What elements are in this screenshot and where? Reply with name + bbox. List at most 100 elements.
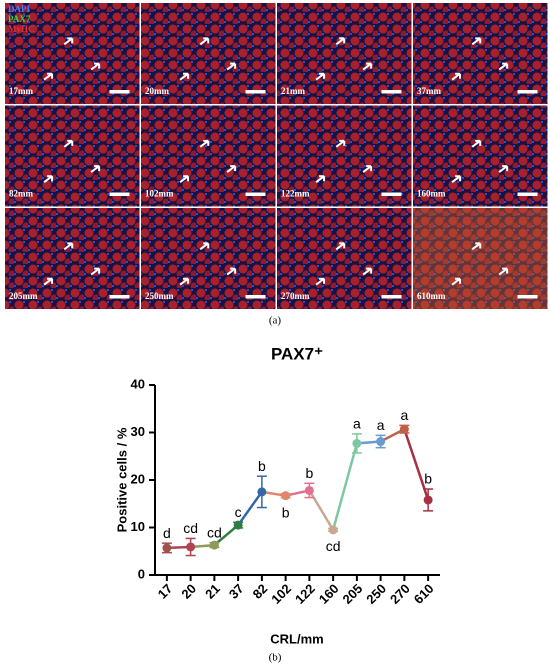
scale-bar [109, 192, 130, 196]
scale-bar [517, 295, 538, 299]
arrow [90, 267, 101, 276]
arrow [199, 242, 210, 251]
x-tick-label: 160 [316, 581, 342, 607]
significance-label: a [377, 417, 385, 433]
scale-bar [381, 295, 402, 299]
line-segment [237, 491, 263, 526]
line-segment [331, 443, 359, 531]
x-tick-label: 20 [178, 581, 199, 602]
arrow [335, 139, 346, 148]
panel-label: 160mm [417, 189, 446, 199]
legend-entry: MyHC [8, 24, 35, 34]
significance-label: b [282, 504, 290, 520]
legend-entry: DAPI [8, 4, 30, 14]
scale-bar [517, 90, 538, 94]
x-tick-label: 122 [292, 581, 318, 607]
arrow [179, 72, 190, 81]
micrograph [277, 3, 412, 104]
scale-bar [517, 192, 538, 196]
caption: (a) [269, 315, 282, 327]
scale-bar [245, 295, 266, 299]
point [328, 525, 338, 535]
arrow [63, 242, 74, 251]
significance-label: d [163, 525, 171, 541]
line-segment [403, 428, 430, 501]
y-tick-label: 10 [131, 519, 145, 534]
panel-label: 102mm [145, 189, 174, 199]
arrow [63, 37, 74, 46]
arrow [43, 72, 54, 81]
caption: (b) [269, 652, 282, 664]
y-axis-label: Positive cells / % [114, 427, 129, 532]
arrow [335, 37, 346, 46]
point [162, 543, 172, 553]
scale-bar [381, 90, 402, 94]
line-segment [308, 489, 335, 531]
arrow [362, 62, 373, 71]
panel-label: 610mm [417, 291, 446, 301]
significance-label: b [258, 458, 266, 474]
point [257, 487, 267, 497]
significance-label: c [235, 504, 242, 520]
point [399, 424, 409, 434]
arrow [362, 165, 373, 173]
significance-label: b [305, 465, 313, 481]
panel-label: 82mm [9, 189, 33, 199]
arrow [199, 139, 210, 148]
scale-bar [245, 90, 266, 94]
arrow [471, 139, 482, 148]
x-tick-label: 610 [411, 581, 437, 607]
arrow [315, 72, 326, 81]
point [186, 542, 196, 552]
micrograph [141, 208, 276, 309]
point [376, 437, 386, 447]
arrow [335, 242, 346, 251]
y-tick-label: 20 [131, 471, 145, 486]
image-grid: 17mm 20mm 21mm 37mm 82mm 102mm 122mm 160mm 205mm… [5, 3, 548, 309]
arrow [226, 62, 237, 71]
chart-title: PAX7⁺ [271, 344, 323, 363]
x-tick-label: 270 [387, 581, 413, 607]
x-axis-label: CRL/mm [270, 631, 323, 646]
arrow [471, 37, 482, 46]
micrograph-tint [413, 208, 548, 309]
x-tick-label: 21 [202, 581, 223, 602]
x-tick-label: 205 [339, 581, 365, 607]
arrow [315, 175, 326, 183]
micrograph [5, 105, 140, 207]
panel-label: 270mm [281, 291, 310, 301]
arrow [90, 165, 101, 173]
point [423, 495, 433, 505]
x-tick-label: 37 [226, 581, 247, 602]
x-tick-label: 250 [363, 581, 389, 607]
micrograph [5, 3, 140, 104]
panel-label: 20mm [145, 86, 169, 96]
panel-label: 21mm [281, 86, 305, 96]
legend-entry: PAX7 [8, 14, 31, 24]
micrograph [413, 208, 548, 309]
scale-bar [245, 192, 266, 196]
arrow [315, 277, 326, 286]
y-tick-label: 30 [131, 424, 145, 439]
significance-label: cd [326, 538, 341, 554]
panel-label: 122mm [281, 189, 310, 199]
micrograph [141, 105, 276, 207]
panel-label: 250mm [145, 291, 174, 301]
arrow [199, 37, 210, 46]
arrow [498, 165, 509, 173]
arrow [179, 175, 190, 183]
x-tick-label: 102 [268, 581, 294, 607]
arrow [90, 62, 101, 71]
arrow [226, 267, 237, 276]
y-tick-label: 40 [131, 376, 145, 391]
arrow [63, 139, 74, 148]
panel-label: 17mm [9, 86, 33, 96]
scale-bar [109, 295, 130, 299]
arrow [451, 175, 462, 183]
scale-bar [109, 90, 130, 94]
arrow [498, 267, 509, 276]
arrow [43, 277, 54, 286]
arrow [43, 175, 54, 183]
